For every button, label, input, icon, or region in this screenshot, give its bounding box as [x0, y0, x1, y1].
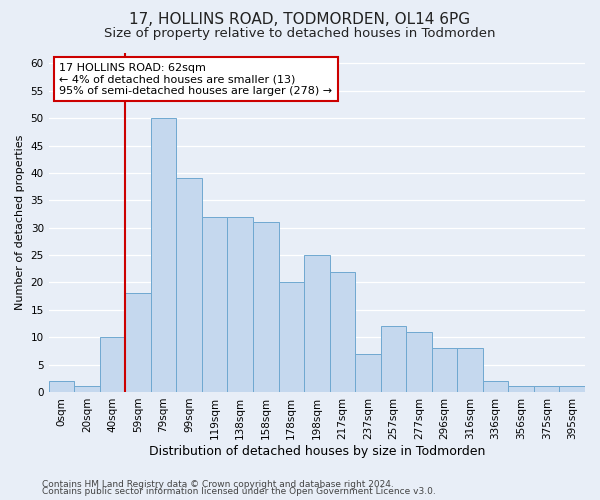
Text: Size of property relative to detached houses in Todmorden: Size of property relative to detached ho…	[104, 28, 496, 40]
Text: 17, HOLLINS ROAD, TODMORDEN, OL14 6PG: 17, HOLLINS ROAD, TODMORDEN, OL14 6PG	[130, 12, 470, 28]
Bar	[329, 272, 355, 392]
Bar	[74, 386, 100, 392]
Text: 17 HOLLINS ROAD: 62sqm
← 4% of detached houses are smaller (13)
95% of semi-deta: 17 HOLLINS ROAD: 62sqm ← 4% of detached …	[59, 62, 332, 96]
X-axis label: Distribution of detached houses by size in Todmorden: Distribution of detached houses by size …	[149, 444, 485, 458]
Bar	[432, 348, 457, 392]
Bar	[483, 381, 508, 392]
Bar	[100, 337, 125, 392]
Bar	[202, 217, 227, 392]
Bar	[457, 348, 483, 392]
Bar	[176, 178, 202, 392]
Bar	[380, 326, 406, 392]
Bar	[49, 381, 74, 392]
Bar	[406, 332, 432, 392]
Bar	[125, 294, 151, 392]
Bar	[151, 118, 176, 392]
Bar	[508, 386, 534, 392]
Bar	[278, 282, 304, 392]
Y-axis label: Number of detached properties: Number of detached properties	[15, 134, 25, 310]
Bar	[534, 386, 559, 392]
Bar	[304, 255, 329, 392]
Bar	[355, 354, 380, 392]
Text: Contains HM Land Registry data © Crown copyright and database right 2024.: Contains HM Land Registry data © Crown c…	[42, 480, 394, 489]
Bar	[559, 386, 585, 392]
Bar	[227, 217, 253, 392]
Text: Contains public sector information licensed under the Open Government Licence v3: Contains public sector information licen…	[42, 487, 436, 496]
Bar	[253, 222, 278, 392]
